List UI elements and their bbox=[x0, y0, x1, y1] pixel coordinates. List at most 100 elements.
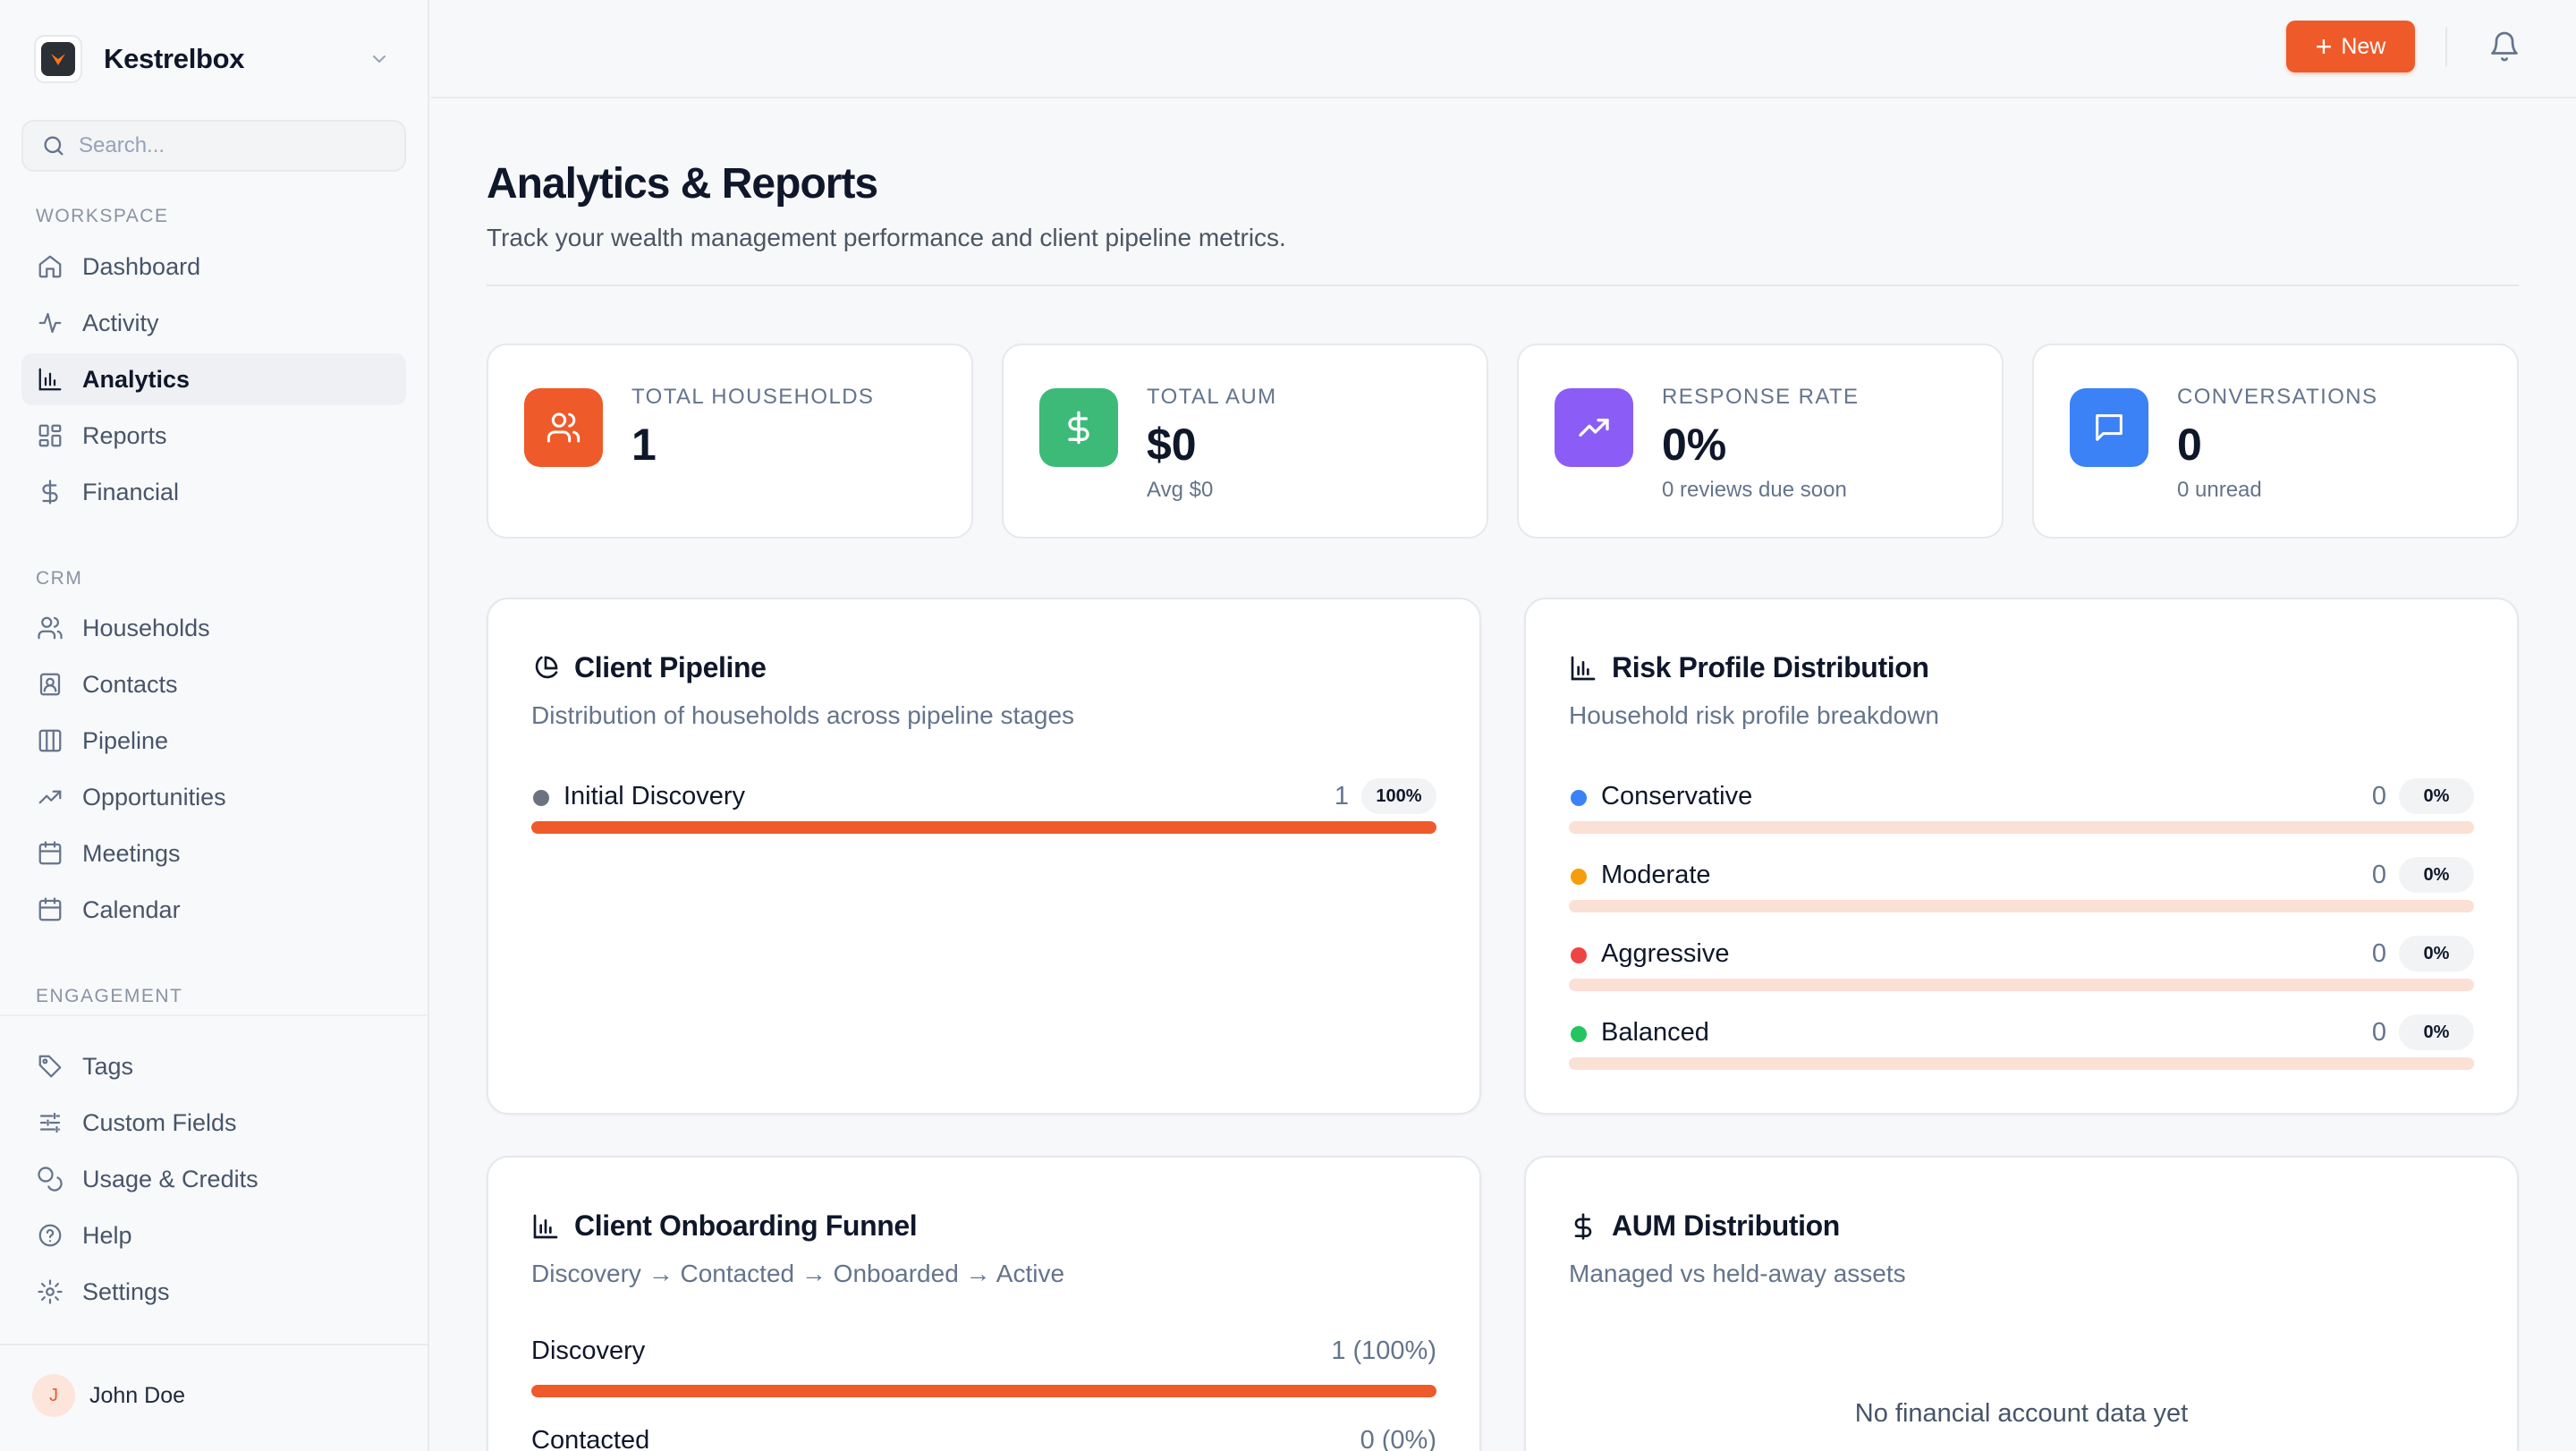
grid-icon bbox=[36, 421, 64, 450]
card-subtitle: Distribution of households across pipeli… bbox=[531, 701, 1075, 729]
calendar-icon bbox=[36, 839, 64, 868]
brand-name: Kestrelbox bbox=[104, 43, 245, 74]
row-name: Aggressive bbox=[1601, 939, 1730, 968]
trending-up-icon bbox=[36, 783, 64, 811]
stat-card-conversations: CONVERSATIONS 0 0 unread bbox=[2032, 344, 2519, 539]
sidebar: Kestrelbox WORKSPACE Dashboard Activity … bbox=[0, 0, 429, 1451]
dollar-icon bbox=[1574, 1212, 1592, 1240]
row-percent-badge: 0% bbox=[2399, 1014, 2474, 1050]
sidebar-item-usage-credits[interactable]: Usage & Credits bbox=[21, 1153, 406, 1205]
row-name: Balanced bbox=[1601, 1018, 1709, 1047]
sidebar-item-reports[interactable]: Reports bbox=[21, 410, 406, 462]
chevron-down-icon bbox=[373, 55, 386, 64]
risk-row-aggressive: Aggressive 0 0% bbox=[1569, 936, 2474, 998]
card-title: AUM Distribution bbox=[1612, 1209, 1840, 1242]
users-icon bbox=[36, 614, 64, 642]
risk-row-conservative: Conservative 0 0% bbox=[1569, 778, 2474, 841]
stat-label: CONVERSATIONS bbox=[2177, 385, 2378, 409]
card-subtitle: Household risk profile breakdown bbox=[1569, 701, 1939, 729]
card-subtitle: Discovery → Contacted → Onboarded → Acti… bbox=[531, 1260, 1065, 1287]
legend-dot bbox=[1571, 790, 1587, 806]
page-title: Analytics & Reports bbox=[487, 160, 878, 208]
bell-icon[interactable] bbox=[2488, 30, 2521, 67]
sidebar-item-label: Help bbox=[82, 1221, 132, 1249]
legend-dot bbox=[1571, 1026, 1587, 1042]
row-count: 1 bbox=[1334, 782, 1349, 810]
sidebar-item-tags[interactable]: Tags bbox=[21, 1040, 406, 1092]
new-button[interactable]: + New bbox=[2286, 21, 2415, 72]
user-menu[interactable]: J John Doe bbox=[32, 1374, 185, 1417]
card-title: Client Onboarding Funnel bbox=[574, 1209, 918, 1242]
progress-track bbox=[531, 821, 1436, 834]
row-percent-badge: 0% bbox=[2399, 857, 2474, 893]
sidebar-item-households[interactable]: Households bbox=[21, 602, 406, 654]
card-title: Risk Profile Distribution bbox=[1612, 651, 1929, 683]
workspace-switcher[interactable]: Kestrelbox bbox=[34, 34, 395, 84]
stat-value: 0 bbox=[2177, 420, 2202, 470]
sidebar-item-opportunities[interactable]: Opportunities bbox=[21, 771, 406, 823]
section-label-workspace: WORKSPACE bbox=[36, 206, 169, 226]
search-box[interactable] bbox=[21, 120, 406, 172]
risk-row-moderate: Moderate 0 0% bbox=[1569, 857, 2474, 920]
sidebar-item-calendar[interactable]: Calendar bbox=[21, 884, 406, 936]
row-name: Conservative bbox=[1601, 782, 1753, 810]
divider bbox=[0, 1344, 429, 1345]
divider bbox=[2445, 27, 2447, 66]
bar-chart-icon bbox=[36, 365, 64, 394]
sidebar-item-label: Reports bbox=[82, 421, 167, 449]
avatar: J bbox=[32, 1374, 75, 1417]
row-count: 0 bbox=[2371, 861, 2386, 889]
activity-icon bbox=[36, 309, 64, 337]
sidebar-item-meetings[interactable]: Meetings bbox=[21, 827, 406, 879]
row-count: 0 bbox=[2371, 939, 2386, 968]
sidebar-item-label: Opportunities bbox=[82, 783, 226, 810]
sidebar-item-label: Households bbox=[82, 614, 210, 641]
sidebar-item-activity[interactable]: Activity bbox=[21, 297, 406, 349]
bar-chart-icon bbox=[533, 1214, 558, 1238]
bar-chart-icon bbox=[1571, 656, 1596, 680]
sidebar-item-settings[interactable]: Settings bbox=[21, 1266, 406, 1318]
progress-track bbox=[1569, 1057, 2474, 1070]
sidebar-item-label: Settings bbox=[82, 1277, 170, 1305]
progress-fill bbox=[531, 1385, 1436, 1397]
users-icon bbox=[524, 388, 603, 467]
sidebar-item-label: Pipeline bbox=[82, 726, 169, 754]
stat-card-total-aum: TOTAL AUM $0 Avg $0 bbox=[1002, 344, 1488, 539]
home-icon bbox=[36, 252, 64, 281]
stat-card-households: TOTAL HOUSEHOLDS 1 bbox=[487, 344, 973, 539]
sidebar-item-label: Financial bbox=[82, 478, 180, 505]
onboarding-funnel-card: Client Onboarding Funnel Discovery → Con… bbox=[487, 1156, 1481, 1451]
stat-value: $0 bbox=[1147, 420, 1197, 470]
stat-value: 1 bbox=[631, 420, 657, 470]
row-value: 1 (100%) bbox=[1331, 1336, 1436, 1365]
sliders-icon bbox=[36, 1108, 64, 1137]
sidebar-item-custom-fields[interactable]: Custom Fields bbox=[21, 1097, 406, 1149]
progress-track bbox=[1569, 979, 2474, 991]
sidebar-item-pipeline[interactable]: Pipeline bbox=[21, 715, 406, 767]
row-percent-badge: 0% bbox=[2399, 778, 2474, 814]
user-name: John Doe bbox=[89, 1382, 186, 1408]
sidebar-item-contacts[interactable]: Contacts bbox=[21, 658, 406, 710]
row-name: Contacted bbox=[531, 1426, 650, 1451]
sidebar-item-dashboard[interactable]: Dashboard bbox=[21, 241, 406, 293]
search-input[interactable] bbox=[79, 133, 383, 158]
progress-fill bbox=[531, 821, 1436, 834]
coins-icon bbox=[36, 1165, 64, 1193]
sidebar-item-analytics[interactable]: Analytics bbox=[21, 353, 406, 405]
row-name: Moderate bbox=[1601, 861, 1711, 889]
row-percent-badge: 0% bbox=[2399, 936, 2474, 972]
sidebar-item-label: Dashboard bbox=[82, 252, 201, 280]
sidebar-item-label: Tags bbox=[82, 1052, 134, 1080]
stat-value: 0% bbox=[1662, 420, 1727, 470]
sidebar-item-help[interactable]: Help bbox=[21, 1209, 406, 1261]
row-name: Discovery bbox=[531, 1336, 646, 1365]
tag-icon bbox=[36, 1052, 64, 1081]
message-icon bbox=[2070, 388, 2148, 467]
trending-up-icon bbox=[1555, 388, 1633, 467]
stat-label: RESPONSE RATE bbox=[1662, 385, 1860, 409]
stat-card-response-rate: RESPONSE RATE 0% 0 reviews due soon bbox=[1517, 344, 2004, 539]
page-subtitle: Track your wealth management performance… bbox=[487, 224, 1286, 251]
aum-distribution-card: AUM Distribution Managed vs held-away as… bbox=[1524, 1156, 2519, 1451]
sidebar-item-financial[interactable]: Financial bbox=[21, 466, 406, 518]
risk-profile-card: Risk Profile Distribution Household risk… bbox=[1524, 598, 2519, 1115]
